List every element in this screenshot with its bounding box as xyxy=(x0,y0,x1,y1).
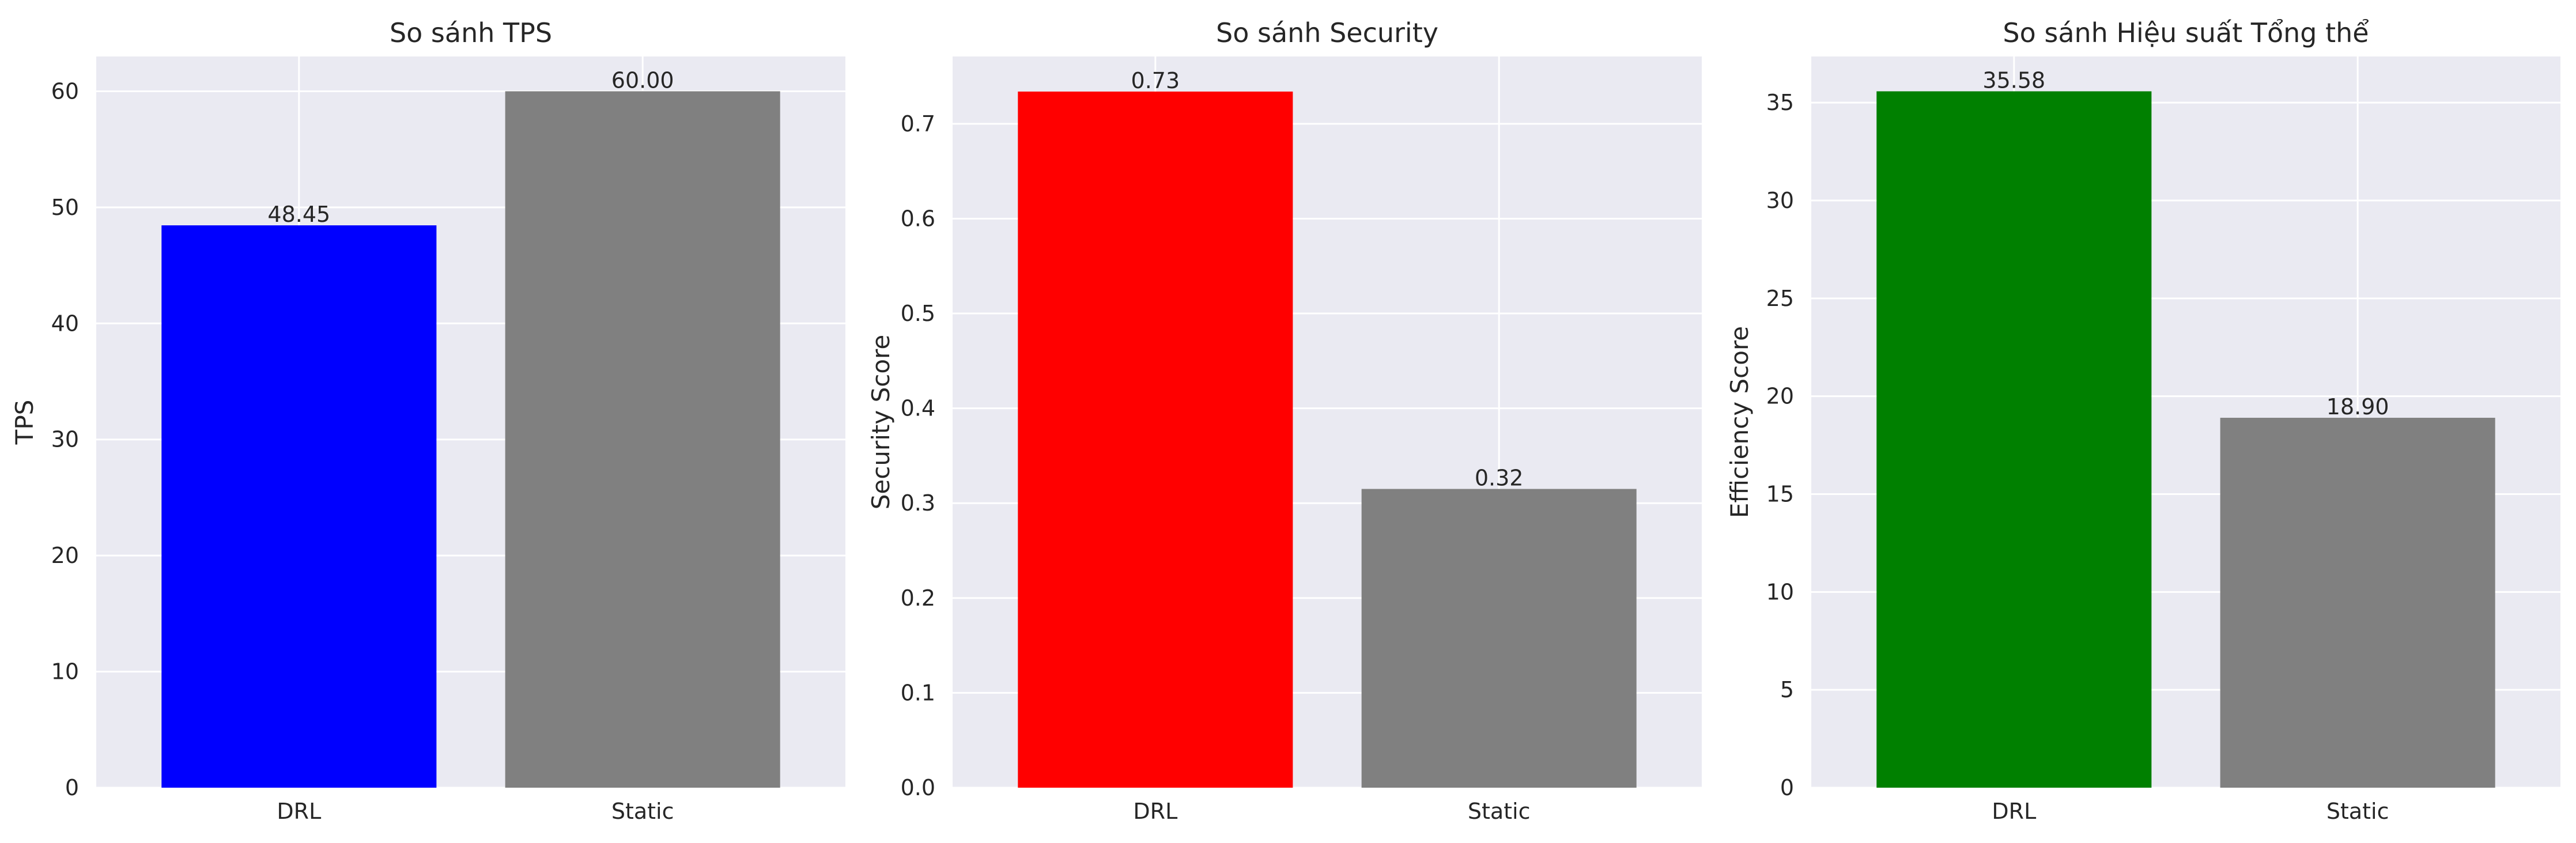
y-tick-label: 50 xyxy=(51,195,79,220)
bar-value-label: 60.00 xyxy=(611,67,674,93)
y-tick-label: 0 xyxy=(65,775,79,800)
bar-drl xyxy=(161,225,437,788)
y-tick-label: 0.5 xyxy=(901,301,935,326)
chart-panel-1: 48.45 60.00 0 10 20 30 40 50 60 DRL Static So sánh … xyxy=(10,17,845,824)
y-tick-label: 30 xyxy=(1766,188,1794,213)
x-tick-label: DRL xyxy=(277,799,321,824)
bar-value-label: 0.73 xyxy=(1131,68,1180,93)
y-axis-label: TPS xyxy=(10,400,39,445)
y-tick-label: 0.3 xyxy=(901,490,935,516)
x-tick-label: DRL xyxy=(1133,799,1177,824)
y-tick-label: 20 xyxy=(1766,384,1794,409)
y-tick-label: 60 xyxy=(51,78,79,104)
chart-panel-2: 0.73 0.32 0.0 0.1 0.2 0.3 0.4 0.5 0.6 0.7 DRL Stati… xyxy=(867,17,1702,824)
y-tick-label: 40 xyxy=(51,311,79,336)
bar-value-label: 0.32 xyxy=(1475,466,1524,491)
bar-static xyxy=(505,91,780,788)
y-tick-label: 0.4 xyxy=(901,396,935,421)
chart-title: So sánh TPS xyxy=(390,17,552,48)
y-tick-label: 30 xyxy=(51,427,79,452)
chart-title: So sánh Hiệu suất Tổng thể xyxy=(2003,17,2369,48)
y-tick-label: 10 xyxy=(1766,579,1794,604)
y-tick-label: 5 xyxy=(1780,677,1794,702)
bar-value-label: 48.45 xyxy=(267,202,330,227)
y-tick-label: 0.7 xyxy=(901,111,935,137)
y-tick-label: 25 xyxy=(1766,286,1794,311)
y-tick-label: 15 xyxy=(1766,481,1794,506)
y-tick-label: 10 xyxy=(51,659,79,685)
bar-drl xyxy=(1018,91,1293,788)
bar-value-label: 35.58 xyxy=(1982,67,2045,93)
y-tick-label: 0.6 xyxy=(901,206,935,231)
y-tick-label: 0.1 xyxy=(901,680,935,705)
bar-value-label: 18.90 xyxy=(2326,394,2389,419)
chart-title: So sánh Security xyxy=(1216,17,1438,48)
y-tick-label: 0 xyxy=(1780,775,1794,800)
bar-drl xyxy=(1876,91,2152,788)
x-tick-label: DRL xyxy=(1992,799,2036,824)
y-tick-label: 35 xyxy=(1766,90,1794,115)
x-tick-label: Static xyxy=(2326,799,2389,824)
x-tick-label: Static xyxy=(611,799,674,824)
chart-panel-3: 35.58 18.90 0 5 10 15 20 25 30 35 DRL Static So sánh… xyxy=(1725,17,2560,824)
bar-static xyxy=(1361,489,1637,788)
bar-static xyxy=(2220,418,2495,788)
x-tick-label: Static xyxy=(1468,799,1531,824)
y-axis-label: Security Score xyxy=(867,335,895,509)
y-axis-label: Efficiency Score xyxy=(1725,326,1754,518)
y-tick-label: 0.2 xyxy=(901,585,935,611)
y-tick-label: 20 xyxy=(51,543,79,568)
y-tick-label: 0.0 xyxy=(901,775,935,800)
